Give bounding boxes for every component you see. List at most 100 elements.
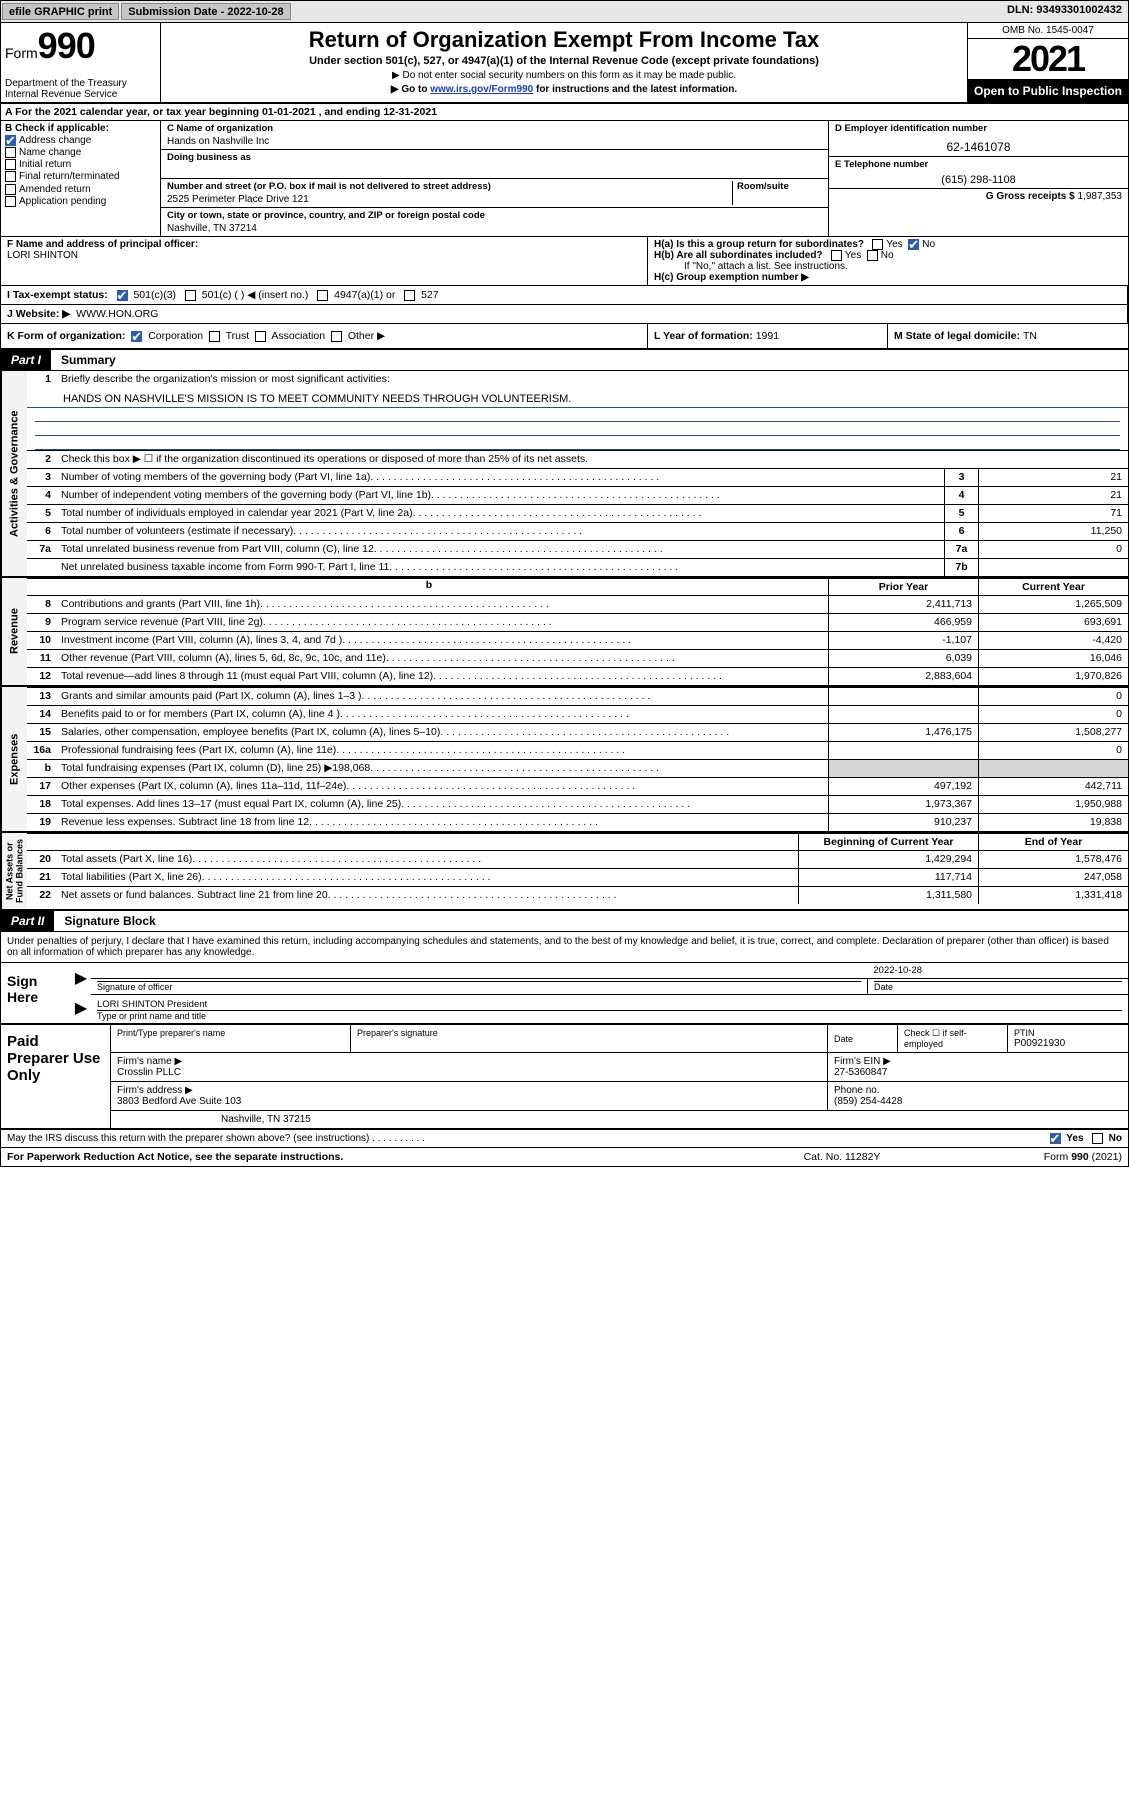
- b-checkbox-1[interactable]: [5, 147, 16, 158]
- gov-text: Number of independent voting members of …: [57, 487, 944, 504]
- h-b-text: H(b) Are all subordinates included?: [654, 250, 823, 261]
- row-prior: 2,411,713: [828, 596, 978, 613]
- b-checkbox-4[interactable]: [5, 184, 16, 195]
- rev-rows-row-3: 11 Other revenue (Part VIII, column (A),…: [27, 649, 1128, 667]
- gov-num: [27, 559, 57, 576]
- irs-link[interactable]: www.irs.gov/Form990: [430, 84, 533, 95]
- row-prior: 910,237: [828, 814, 978, 831]
- irs-discuss-text: May the IRS discuss this return with the…: [7, 1133, 369, 1144]
- rev-rows-row-1: 9 Program service revenue (Part VIII, li…: [27, 613, 1128, 631]
- part-1-title: Summary: [51, 350, 126, 370]
- form-header: Form990 Department of the Treasury Inter…: [1, 23, 1128, 104]
- prep-ptin-value: P00921930: [1014, 1038, 1122, 1049]
- discuss-no-checkbox[interactable]: [1092, 1133, 1103, 1144]
- block-c: C Name of organization Hands on Nashvill…: [161, 121, 828, 236]
- row-num: 9: [27, 614, 57, 631]
- e-label: E Telephone number: [835, 159, 1122, 170]
- gov-val: 21: [978, 469, 1128, 486]
- ha-no-label: No: [922, 239, 935, 250]
- row-curr: 0: [978, 706, 1128, 723]
- submission-date-button[interactable]: Submission Date - 2022-10-28: [121, 3, 290, 20]
- k-trust-checkbox[interactable]: [209, 331, 220, 342]
- h-b: H(b) Are all subordinates included? Yes …: [654, 250, 1122, 261]
- firm-ein-value: 27-5360847: [834, 1067, 1122, 1078]
- row-num: 20: [27, 851, 57, 868]
- gov-text: Total number of volunteers (estimate if …: [57, 523, 944, 540]
- hb-no-checkbox[interactable]: [867, 250, 878, 261]
- form-subtitle: Under section 501(c), 527, or 4947(a)(1)…: [169, 55, 959, 67]
- i-4947-checkbox[interactable]: [317, 290, 328, 301]
- part-2-tag: Part II: [1, 911, 54, 931]
- na-rows-row-2: 22 Net assets or fund balances. Subtract…: [27, 886, 1128, 904]
- k-other-checkbox[interactable]: [331, 331, 342, 342]
- gov-num: 4: [27, 487, 57, 504]
- m-value: TN: [1023, 330, 1037, 342]
- sig-officer-label: Signature of officer: [97, 981, 861, 992]
- row-prior: 1,973,367: [828, 796, 978, 813]
- gov-val: 0: [978, 541, 1128, 558]
- gov-text: Total unrelated business revenue from Pa…: [57, 541, 944, 558]
- hb-yes-checkbox[interactable]: [831, 250, 842, 261]
- prep-name-label: Print/Type preparer's name: [117, 1028, 344, 1038]
- firm-addr-value: 3803 Bedford Ave Suite 103: [117, 1096, 821, 1107]
- gov-row-6: 6 Total number of volunteers (estimate i…: [27, 522, 1128, 540]
- i-501c3-checkbox[interactable]: [117, 290, 128, 301]
- row-num: 18: [27, 796, 57, 813]
- block-b: B Check if applicable: Address changeNam…: [1, 121, 161, 236]
- row-num: 10: [27, 632, 57, 649]
- i-501c-checkbox[interactable]: [185, 290, 196, 301]
- row-text: Investment income (Part VIII, column (A)…: [57, 632, 828, 649]
- na-col-end: End of Year: [978, 834, 1128, 850]
- ha-no-checkbox[interactable]: [908, 239, 919, 250]
- b-checkbox-2[interactable]: [5, 159, 16, 170]
- efile-print-button[interactable]: efile GRAPHIC print: [2, 3, 119, 20]
- b-checkbox-0[interactable]: [5, 135, 16, 146]
- gov-row-7b: Net unrelated business taxable income fr…: [27, 558, 1128, 576]
- row-prior: 2,883,604: [828, 668, 978, 685]
- b-item-0: Address change: [5, 135, 156, 146]
- k-opt-3: Other ▶: [348, 330, 385, 342]
- paid-preparer-block: Paid Preparer Use Only Print/Type prepar…: [1, 1025, 1128, 1130]
- row-text: Professional fundraising fees (Part IX, …: [57, 742, 828, 759]
- row-text: Total liabilities (Part X, line 26): [57, 869, 798, 886]
- dln: DLN: 93493301002432: [1001, 1, 1128, 22]
- row-text: Revenue less expenses. Subtract line 18 …: [57, 814, 828, 831]
- irs-discuss-row: May the IRS discuss this return with the…: [1, 1130, 1128, 1148]
- efile-strip: efile GRAPHIC print Submission Date - 20…: [1, 1, 1128, 23]
- k-assoc-checkbox[interactable]: [255, 331, 266, 342]
- i-opt-0: 501(c)(3): [133, 289, 176, 301]
- row-prior: 1,311,580: [798, 887, 978, 904]
- i-527-checkbox[interactable]: [404, 290, 415, 301]
- rev-rows-row-4: 12 Total revenue—add lines 8 through 11 …: [27, 667, 1128, 685]
- b-checkbox-3[interactable]: [5, 171, 16, 182]
- rev-rows-row-0: 8 Contributions and grants (Part VIII, l…: [27, 595, 1128, 613]
- gov-row-7a: 7a Total unrelated business revenue from…: [27, 540, 1128, 558]
- ha-yes-checkbox[interactable]: [872, 239, 883, 250]
- k-corp-checkbox[interactable]: [131, 331, 142, 342]
- arrow-icon-2: ▶: [71, 993, 91, 1023]
- vtab-revenue: Revenue: [1, 578, 27, 685]
- b-checkbox-5[interactable]: [5, 196, 16, 207]
- block-j: J Website: ▶ WWW.HON.ORG: [1, 305, 1128, 324]
- gov-row-4: 4 Number of independent voting members o…: [27, 486, 1128, 504]
- discuss-yes-checkbox[interactable]: [1050, 1133, 1061, 1144]
- b-header: B Check if applicable:: [5, 123, 156, 134]
- row-text: Net assets or fund balances. Subtract li…: [57, 887, 798, 904]
- firm-addr-label: Firm's address ▶: [117, 1085, 821, 1096]
- paperwork-notice: For Paperwork Reduction Act Notice, see …: [7, 1151, 742, 1163]
- h-a: H(a) Is this a group return for subordin…: [654, 239, 1122, 250]
- row-prior: 117,714: [798, 869, 978, 886]
- row-num: 14: [27, 706, 57, 723]
- c-city-label: City or town, state or province, country…: [167, 210, 822, 221]
- j-value: WWW.HON.ORG: [76, 308, 158, 320]
- b-item-1: Name change: [5, 147, 156, 158]
- gov-num: 6: [27, 523, 57, 540]
- firm-phone-label: Phone no.: [834, 1085, 1122, 1096]
- row-text: Other revenue (Part VIII, column (A), li…: [57, 650, 828, 667]
- p1-revenue: Revenue b Prior Year Current Year 8 Cont…: [1, 578, 1128, 687]
- gov-num: 3: [27, 469, 57, 486]
- row-curr: 0: [978, 688, 1128, 705]
- row-num: 11: [27, 650, 57, 667]
- paid-preparer-label: Paid Preparer Use Only: [1, 1025, 111, 1128]
- form-num: 990: [38, 25, 95, 66]
